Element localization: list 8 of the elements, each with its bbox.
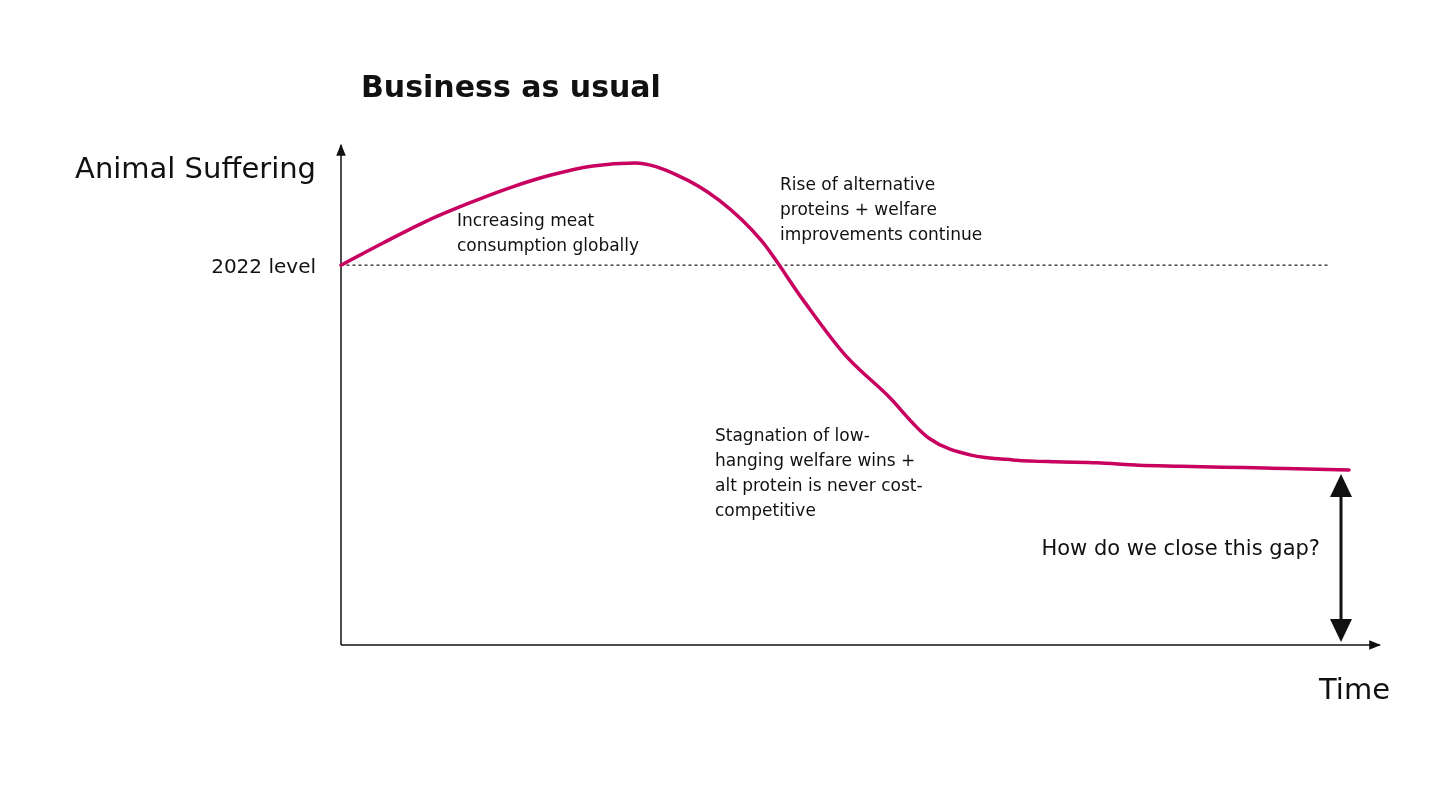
annotation: How do we close this gap?: [1041, 536, 1320, 560]
y-axis-title: Animal Suffering: [75, 151, 316, 185]
ref-line-label: 2022 level: [211, 254, 316, 279]
annotation: Stagnation of low-hanging welfare wins + alt protein is never cost-competitive: [715, 425, 923, 520]
annotation: Rise of alternative proteins + welfare improvements continue: [780, 174, 983, 244]
x-axis-title: Time: [1318, 672, 1390, 706]
annotation: Increasing meat consumption globally: [457, 210, 640, 255]
chart-title: Business as usual: [361, 69, 661, 104]
